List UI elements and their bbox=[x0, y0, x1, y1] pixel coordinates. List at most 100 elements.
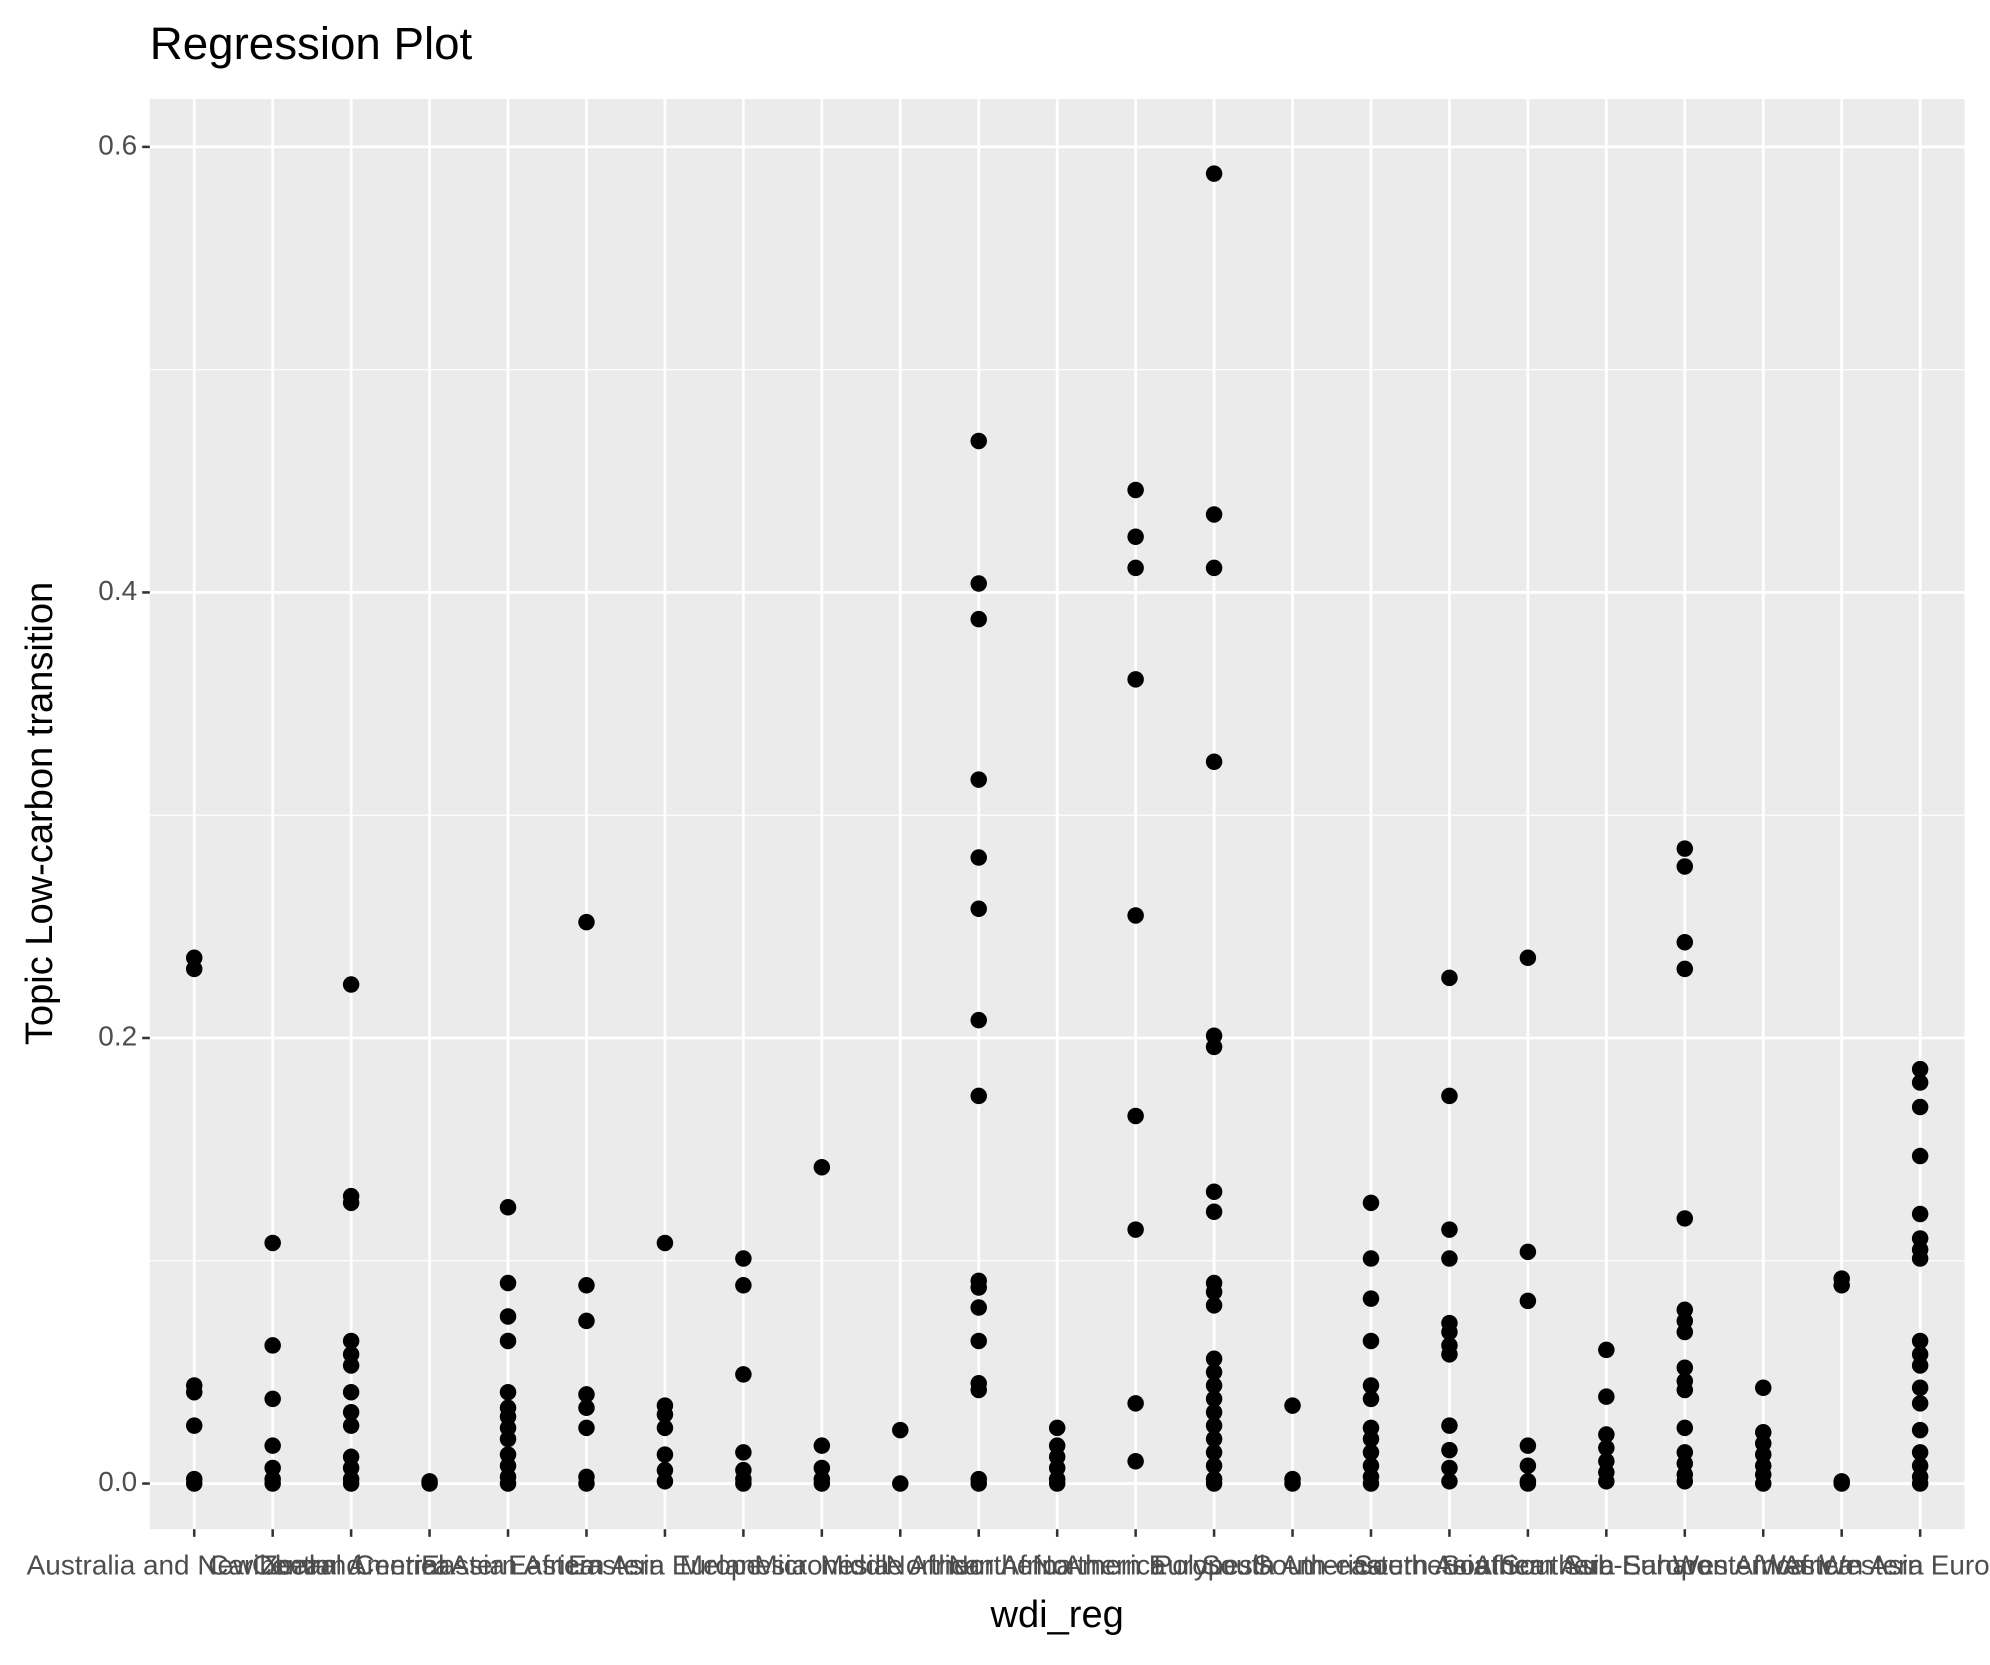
point bbox=[813, 1437, 831, 1454]
point bbox=[813, 1475, 831, 1492]
point bbox=[264, 1390, 281, 1408]
point bbox=[1911, 1421, 1929, 1439]
point bbox=[264, 1437, 281, 1454]
point bbox=[1205, 165, 1223, 182]
point bbox=[578, 1399, 595, 1417]
point bbox=[1205, 753, 1223, 770]
point bbox=[735, 1277, 752, 1294]
point bbox=[1127, 528, 1144, 545]
x-tick-label: Eastern Europe bbox=[568, 1550, 762, 1581]
point bbox=[1205, 559, 1223, 577]
x-tick-label: Southern Africa bbox=[1354, 1550, 1545, 1581]
point bbox=[1362, 1475, 1380, 1492]
point bbox=[1833, 1277, 1850, 1294]
point bbox=[1205, 1430, 1223, 1448]
chart-title: Regression Plot bbox=[150, 18, 473, 69]
point bbox=[1048, 1475, 1066, 1492]
point bbox=[1911, 1074, 1929, 1091]
point bbox=[735, 1366, 752, 1383]
point bbox=[1676, 1419, 1694, 1437]
point bbox=[578, 1419, 595, 1437]
point bbox=[1441, 1323, 1458, 1341]
point bbox=[1127, 1395, 1144, 1412]
point bbox=[1205, 506, 1223, 523]
points bbox=[185, 165, 1929, 1492]
point bbox=[1598, 1388, 1615, 1405]
point bbox=[342, 1404, 360, 1421]
point bbox=[1911, 1395, 1929, 1412]
point bbox=[892, 1475, 909, 1492]
point bbox=[1205, 1475, 1223, 1492]
point bbox=[1362, 1194, 1380, 1212]
point bbox=[499, 1475, 517, 1492]
point bbox=[1127, 671, 1144, 688]
point bbox=[264, 1475, 281, 1492]
point bbox=[1205, 1404, 1223, 1421]
point bbox=[1205, 1377, 1223, 1394]
x-tick-label: Eastern Asia bbox=[508, 1550, 665, 1581]
point bbox=[1754, 1379, 1772, 1396]
point bbox=[1911, 1444, 1929, 1461]
point bbox=[656, 1234, 674, 1252]
point bbox=[1676, 1359, 1694, 1376]
point bbox=[1441, 1346, 1458, 1363]
point bbox=[1205, 1297, 1223, 1314]
x-tick-label: Micronesia bbox=[754, 1550, 889, 1581]
point bbox=[1911, 1250, 1929, 1267]
point bbox=[1441, 1473, 1458, 1490]
point bbox=[1519, 1457, 1537, 1474]
point bbox=[578, 913, 595, 931]
point bbox=[970, 1087, 987, 1105]
point bbox=[1362, 1332, 1380, 1350]
x-tick-label: Northern America bbox=[949, 1550, 1167, 1581]
point bbox=[970, 771, 987, 788]
point bbox=[1127, 1221, 1144, 1238]
point bbox=[735, 1250, 752, 1267]
x-tick-label: Central Asia bbox=[354, 1550, 505, 1581]
point bbox=[1911, 1379, 1929, 1396]
point bbox=[342, 1417, 360, 1434]
point bbox=[970, 1332, 987, 1350]
point bbox=[1676, 960, 1694, 978]
point bbox=[813, 1158, 831, 1176]
point bbox=[1598, 1439, 1615, 1457]
point bbox=[578, 1386, 595, 1403]
point bbox=[1362, 1250, 1380, 1267]
point bbox=[1911, 1205, 1929, 1223]
point bbox=[1519, 1243, 1537, 1261]
point bbox=[499, 1308, 517, 1325]
grid bbox=[149, 98, 1965, 1530]
x-tick-label: Western Asia bbox=[1760, 1550, 1924, 1581]
point bbox=[1676, 1210, 1694, 1227]
point bbox=[1205, 1417, 1223, 1434]
point bbox=[1833, 1475, 1850, 1492]
point bbox=[970, 610, 987, 628]
x-tick-label: Melanesia bbox=[680, 1550, 808, 1581]
point bbox=[342, 976, 360, 993]
point bbox=[656, 1446, 674, 1463]
point bbox=[1362, 1444, 1380, 1461]
point bbox=[1127, 481, 1144, 499]
point bbox=[1205, 1390, 1223, 1408]
x-tick-label: Australia and New Zealand bbox=[27, 1550, 362, 1581]
point bbox=[892, 1421, 909, 1439]
y-axis-title: Topic Low-carbon transition bbox=[19, 582, 61, 1045]
point bbox=[1519, 949, 1537, 967]
point bbox=[342, 1475, 360, 1492]
y-tick-label: 0.2 bbox=[98, 1020, 137, 1051]
point bbox=[1441, 1459, 1458, 1477]
point bbox=[1048, 1419, 1066, 1437]
point bbox=[1911, 1147, 1929, 1165]
point bbox=[1754, 1475, 1772, 1492]
point bbox=[1362, 1430, 1380, 1448]
point bbox=[1519, 1292, 1537, 1310]
x-tick-label: Southern Asia bbox=[1441, 1550, 1615, 1581]
point bbox=[1205, 1183, 1223, 1200]
point bbox=[1519, 1475, 1537, 1492]
point bbox=[185, 1475, 203, 1492]
y-tick-label: 0.0 bbox=[98, 1466, 137, 1497]
point bbox=[1911, 1098, 1929, 1116]
point bbox=[1441, 969, 1458, 987]
